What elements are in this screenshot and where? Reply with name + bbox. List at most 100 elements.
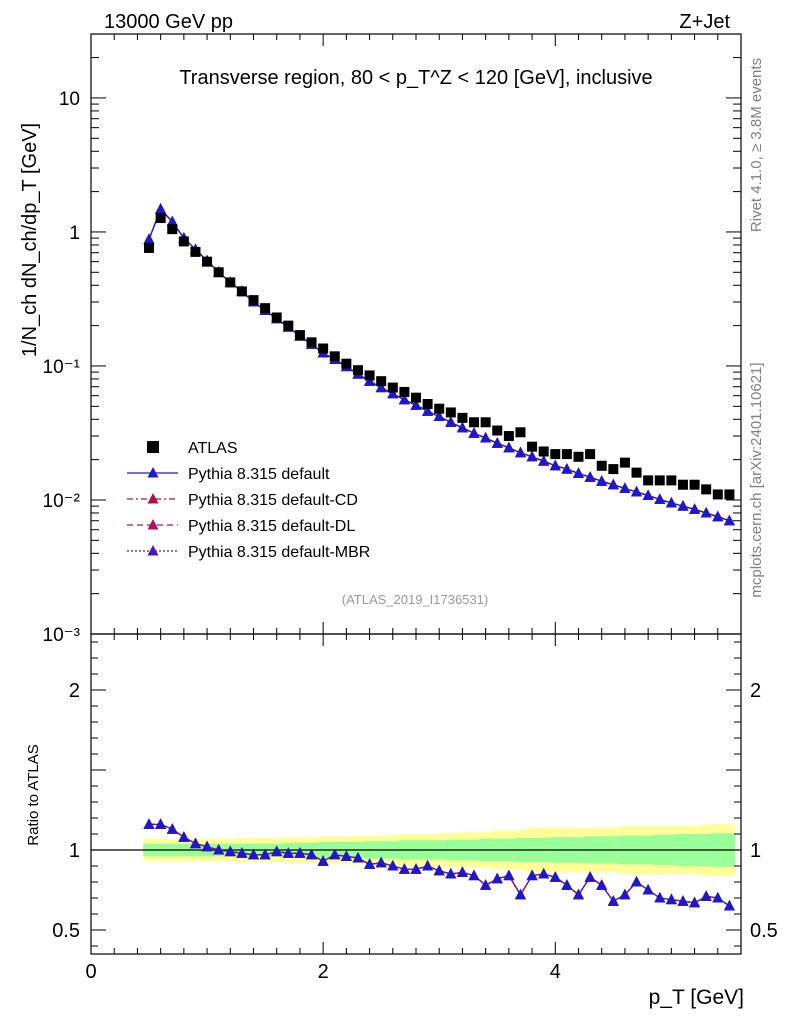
atlas-point <box>411 392 421 403</box>
legend-triangle-marker <box>147 519 159 530</box>
top-mc-point <box>387 387 399 399</box>
top-mc-point <box>561 463 573 474</box>
ratio-mc-point <box>271 845 283 857</box>
x-tick-label: 4 <box>550 961 561 983</box>
ratio-mc-point <box>352 852 364 863</box>
ratio-mc-point <box>143 818 155 829</box>
ratio-mc-point <box>364 858 376 869</box>
top-mc-point <box>143 233 155 244</box>
atlas-point <box>666 475 677 486</box>
atlas-point <box>445 407 456 418</box>
atlas-point <box>503 431 514 442</box>
legend-label: Pythia 8.315 default-MBR <box>188 544 370 561</box>
ratio-mc-point <box>677 895 689 906</box>
atlas-point <box>654 475 665 486</box>
atlas-point <box>492 425 503 436</box>
bottom-panel: 0 2 4 0.5 0.5 1 1 2 2 <box>52 633 778 983</box>
legend-triangle-marker <box>147 467 159 478</box>
atlas-point <box>329 351 340 362</box>
ratio-mc-point <box>410 863 422 874</box>
ratio-mc-point <box>631 876 642 887</box>
atlas-point <box>294 330 305 341</box>
ratio-mc-point <box>456 866 468 877</box>
ratio-mc-point <box>538 868 550 879</box>
legend-entry: Pythia 8.315 default <box>127 466 330 483</box>
atlas-point <box>155 213 166 224</box>
atlas-point <box>538 446 549 457</box>
ratio-mc-point <box>468 869 480 881</box>
bottom-y-tick-label-left: 1 <box>69 840 80 862</box>
rivet-version-label: Rivet 4.1.0, ≥ 3.8M events <box>748 58 765 232</box>
top-panel: 10⁻³ 10⁻² 10⁻¹ 1 10 <box>43 33 742 646</box>
ratio-mc-point <box>642 884 654 895</box>
ratio-mc-point <box>236 847 248 858</box>
atlas-point <box>271 312 282 323</box>
top-y-tick-label: 10⁻² <box>43 491 81 512</box>
top-mc-point <box>654 493 666 504</box>
x-axis-title: p_T [GeV] <box>649 986 744 1009</box>
ratio-mc-point <box>689 896 701 908</box>
legend-triangle-marker <box>147 493 159 504</box>
atlas-point <box>387 382 398 393</box>
atlas-point <box>144 242 155 253</box>
ratio-mc-point <box>596 879 608 890</box>
top-mc-point <box>515 446 526 458</box>
top-mc-point <box>480 432 492 443</box>
top-mc-point <box>491 437 503 448</box>
ratio-mc-point <box>561 879 573 890</box>
atlas-point <box>248 295 259 306</box>
ratio-mc-point <box>607 895 619 906</box>
ratio-mc-point <box>259 848 271 860</box>
legend-label: Pythia 8.315 default <box>188 466 330 483</box>
process-label: Z+Jet <box>679 11 730 33</box>
atlas-point <box>689 479 700 490</box>
top-mc-point <box>677 500 689 511</box>
atlas-point <box>422 399 433 410</box>
atlas-point <box>190 246 201 257</box>
top-mc-point <box>468 427 480 438</box>
top-y-tick-label: 10⁻³ <box>43 625 81 646</box>
top-y-tick-label: 10 <box>59 89 80 110</box>
ratio-mc-point <box>723 900 735 911</box>
atlas-point <box>527 441 538 452</box>
top-mc-point <box>166 215 178 227</box>
atlas-point <box>561 449 572 460</box>
ratio-mc-point <box>190 837 201 849</box>
legend-label: Pythia 8.315 default-DL <box>188 518 355 535</box>
bottom-y-tick-label-left: 0.5 <box>52 920 80 942</box>
top-mc-point <box>723 514 735 526</box>
ratio-mc-point <box>433 864 445 876</box>
legend-entry: Pythia 8.315 default-DL <box>127 518 355 535</box>
x-tick-label: 2 <box>318 961 329 983</box>
top-axis-ticks: 10⁻³ 10⁻² 10⁻¹ 1 10 <box>43 33 742 646</box>
top-mc-point <box>712 510 724 522</box>
atlas-point <box>178 236 189 247</box>
atlas-point <box>631 467 642 478</box>
atlas-point <box>364 370 375 381</box>
top-mc-point <box>642 489 654 500</box>
top-mc-point <box>433 410 445 421</box>
bottom-data-layer <box>91 818 741 911</box>
top-mc-point <box>619 482 631 493</box>
atlas-point <box>352 365 363 376</box>
atlas-point <box>260 303 271 314</box>
ratio-mc-point <box>294 847 306 858</box>
top-mc-point <box>538 455 550 466</box>
bottom-y-tick-label-right: 1 <box>750 840 761 862</box>
ratio-mc-point <box>700 890 712 901</box>
top-mc-point <box>445 416 457 427</box>
atlas-point <box>643 475 654 486</box>
bottom-y-tick-label-right: 2 <box>750 680 761 702</box>
atlas-point <box>596 460 607 471</box>
atlas-point <box>283 320 294 331</box>
atlas-point <box>712 489 723 500</box>
legend-atlas-marker <box>147 441 159 453</box>
atlas-point <box>225 277 236 288</box>
ratio-mc-point <box>573 888 584 900</box>
ratio-mc-point <box>248 848 259 860</box>
top-mc-point <box>398 393 410 405</box>
top-y-tick-label: 10⁻¹ <box>43 357 81 378</box>
atlas-point <box>608 464 619 475</box>
top-mc-point <box>526 450 538 462</box>
ratio-mc-point <box>619 888 631 900</box>
